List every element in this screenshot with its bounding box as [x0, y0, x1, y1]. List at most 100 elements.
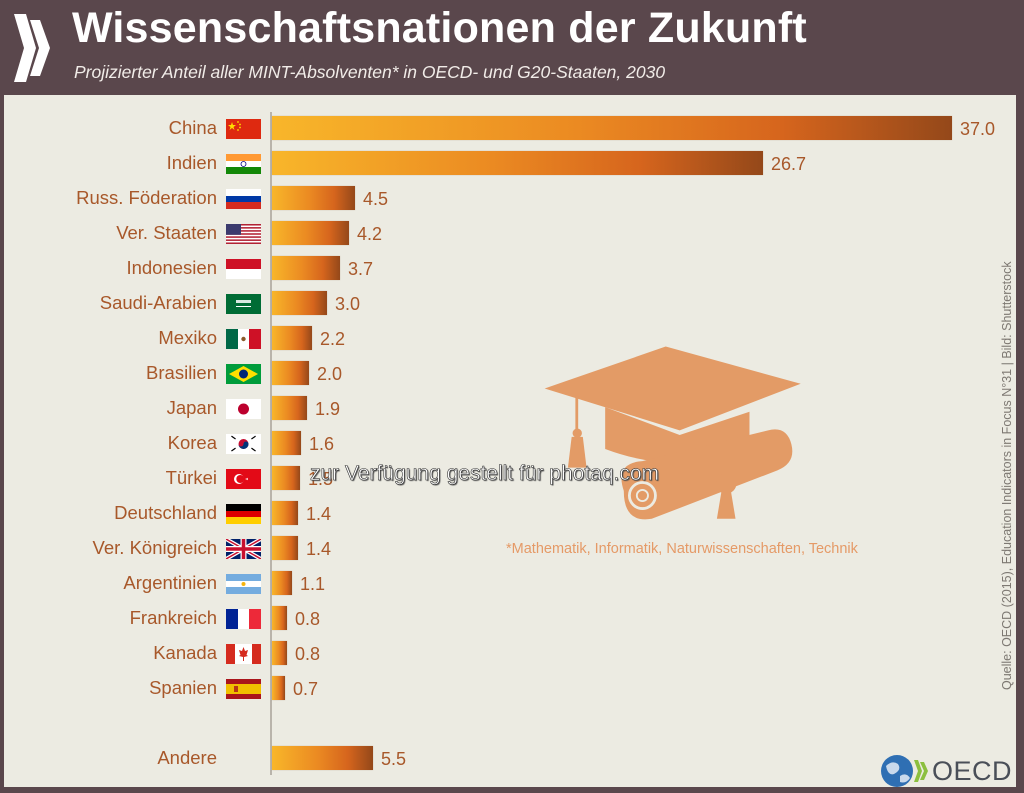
category-label: Spanien	[149, 677, 217, 698]
flag-china-icon	[226, 119, 261, 139]
oecd-chevrons-icon	[14, 14, 50, 82]
value-label: 0.8	[295, 644, 321, 664]
bar	[272, 431, 301, 455]
bar-row: Frankreich 0.8	[0, 606, 1024, 630]
category-label: Ver. Königreich	[92, 537, 217, 558]
value-label: 26.7	[771, 154, 807, 174]
bar	[272, 501, 298, 525]
category-label: Mexiko	[158, 327, 217, 348]
bar-row: China 37.0	[0, 116, 1024, 140]
flag-france-icon	[226, 609, 261, 629]
bar-row: Türkei 1.5	[0, 466, 1024, 490]
flag-indonesia-icon	[226, 259, 261, 279]
chart-subtitle: Projizierter Anteil aller MINT-Absolvent…	[74, 62, 666, 82]
bar	[272, 746, 373, 770]
graduation-cap-diploma-icon	[544, 346, 801, 520]
value-label: 1.5	[308, 469, 334, 489]
category-label: China	[168, 117, 217, 138]
bar	[272, 116, 952, 140]
flag-uk-icon	[226, 539, 261, 559]
category-label: Kanada	[153, 642, 217, 663]
bar-row: Ver. Staaten 4.2	[0, 221, 1024, 245]
value-label: 0.7	[293, 679, 319, 699]
value-label: 5.5	[381, 749, 407, 769]
bar-row: Spanien 0.7	[0, 676, 1024, 700]
bar	[272, 676, 285, 700]
bar	[272, 256, 340, 280]
bar	[272, 361, 309, 385]
value-label: 1.4	[306, 539, 332, 559]
flag-india-icon	[226, 154, 261, 174]
bar	[272, 151, 763, 175]
chart-panel	[4, 95, 1016, 787]
value-label: 0.8	[295, 609, 321, 629]
value-label: 2.0	[317, 364, 343, 384]
category-label: Brasilien	[146, 362, 217, 383]
source-note: Quelle: OECD (2015), Education Indicator…	[1000, 261, 1014, 690]
value-label: 3.0	[335, 294, 361, 314]
bar	[272, 221, 349, 245]
header: Wissenschaftsnationen der Zukunft Projiz…	[0, 0, 1024, 95]
flag-germany-icon	[226, 504, 261, 524]
bar-row: Ver. Königreich 1.4	[0, 536, 1024, 560]
bar-row: Japan 1.9	[0, 396, 1024, 420]
category-label: Andere	[157, 747, 217, 768]
bar-row: Andere 5.5	[0, 746, 1024, 770]
value-label: 4.2	[357, 224, 383, 244]
category-label: Ver. Staaten	[116, 222, 217, 243]
category-label: Türkei	[165, 467, 217, 488]
value-label: 1.9	[315, 399, 341, 419]
flag-brazil-icon	[226, 364, 261, 384]
bar	[272, 571, 292, 595]
value-label: 3.7	[348, 259, 374, 279]
flag-turkey-icon	[226, 469, 261, 489]
bar-row: Brasilien 2.0	[0, 361, 1024, 385]
oecd-logo: OECD	[880, 754, 1020, 788]
flag-korea-icon	[226, 434, 261, 454]
bar	[272, 186, 355, 210]
flag-russia-icon	[226, 189, 261, 209]
bar-row: Indonesien 3.7	[0, 256, 1024, 280]
bar-row: Mexiko 2.2	[0, 326, 1024, 350]
bar	[272, 396, 307, 420]
flag-mexico-icon	[226, 329, 261, 349]
category-label: Saudi-Arabien	[99, 292, 217, 313]
bar-row: Saudi-Arabien 3.0	[0, 291, 1024, 315]
bar-row: Argentinien 1.1	[0, 571, 1024, 595]
category-label: Korea	[167, 432, 217, 453]
category-label: Russ. Föderation	[76, 187, 217, 208]
category-label: Japan	[166, 397, 217, 418]
bar-row: Korea 1.6	[0, 431, 1024, 455]
value-label: 1.1	[300, 574, 326, 594]
category-label: Deutschland	[114, 502, 217, 523]
bar	[272, 606, 287, 630]
bar-row: Kanada 0.8	[0, 641, 1024, 665]
category-label: Indonesien	[126, 257, 217, 278]
y-axis-line	[270, 112, 272, 775]
flag-spain-icon	[226, 679, 261, 699]
oecd-wordmark: OECD	[932, 756, 1013, 786]
flag-usa-icon	[226, 224, 261, 244]
flag-canada-icon	[226, 644, 261, 664]
bar	[272, 466, 300, 490]
bar	[272, 326, 312, 350]
watermark: zur Verfügung gestellt für photaq.com	[310, 462, 660, 486]
chart-title: Wissenschaftsnationen der Zukunft	[72, 4, 807, 52]
category-label: Argentinien	[123, 572, 217, 593]
value-label: 4.5	[363, 189, 389, 209]
category-label: Indien	[166, 152, 217, 173]
bar-row: Indien 26.7	[0, 151, 1024, 175]
flag-japan-icon	[226, 399, 261, 419]
bar-row: Deutschland 1.4	[0, 501, 1024, 525]
bar	[272, 536, 298, 560]
value-label: 1.4	[306, 504, 332, 524]
bar-row: Russ. Föderation 4.5	[0, 186, 1024, 210]
footnote: *Mathematik, Informatik, Naturwissenscha…	[506, 541, 858, 557]
flag-argentina-icon	[226, 574, 261, 594]
value-label: 37.0	[960, 119, 996, 139]
value-label: 1.6	[309, 434, 335, 454]
bar	[272, 291, 327, 315]
value-label: 2.2	[320, 329, 346, 349]
bar	[272, 641, 287, 665]
category-label: Frankreich	[129, 607, 217, 628]
